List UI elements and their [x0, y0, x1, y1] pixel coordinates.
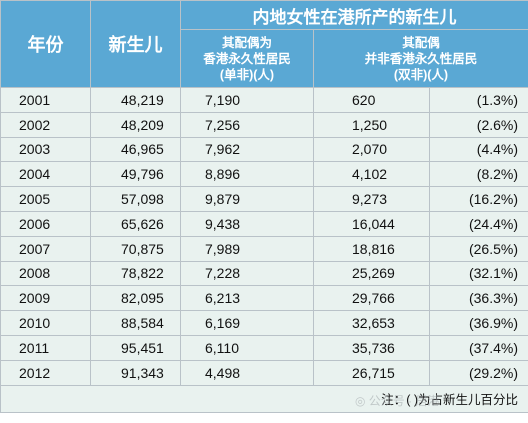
double-non-percent-cell: (4.4%): [428, 136, 528, 163]
table-body: 2001 48,219 7,190 620 (1.3%) 2002 48,209 7,256 1…: [0, 87, 528, 386]
births-table: 年份 新生儿 内地女性在港所产的新生儿 其配偶为 香港永久性居民 (单非)(人)…: [0, 0, 528, 413]
double-non-percent-cell: (16.2%): [428, 186, 528, 212]
single-non-births-cell: 7,190: [180, 87, 314, 113]
total-births-cell: 70,875: [90, 235, 181, 262]
total-births-cell: 48,209: [90, 111, 181, 138]
double-non-births-cell: 16,044: [313, 210, 430, 237]
table-row: 2003 46,965 7,962 2,070 (4.4%): [0, 136, 528, 163]
single-non-header-line: 其配偶为: [221, 35, 272, 50]
single-non-births-cell: 9,438: [180, 210, 314, 237]
table-row: 2011 95,451 6,110 35,736 (37.4%): [0, 334, 528, 361]
total-births-cell: 65,626: [90, 210, 181, 237]
double-non-header-line: 并非香港永久性居民: [364, 51, 478, 66]
double-non-births-cell: 25,269: [313, 260, 430, 287]
table-row: 2009 82,095 6,213 29,766 (36.3%): [0, 285, 528, 312]
double-non-births-cell: 620: [313, 87, 430, 113]
double-non-percent-cell: (2.6%): [428, 111, 528, 138]
table-row: 2007 70,875 7,989 18,816 (26.5%): [0, 235, 528, 262]
single-non-births-cell: 6,110: [180, 334, 314, 361]
double-non-percent-cell: (26.5%): [428, 235, 528, 262]
single-non-births-cell: 7,228: [180, 260, 314, 287]
table-note: 注：( )为占新生儿百分比: [0, 384, 528, 413]
single-non-births-cell: 6,169: [180, 310, 314, 336]
double-non-percent-cell: (8.2%): [428, 161, 528, 188]
table-row: 2012 91,343 4,498 26,715 (29.2%): [0, 359, 528, 386]
double-non-header-line: (双非)(人): [393, 67, 449, 82]
births-header: 新生儿: [90, 0, 181, 88]
double-non-births-cell: 1,250: [313, 111, 430, 138]
double-non-percent-cell: (29.2%): [428, 359, 528, 386]
table-row: 2005 57,098 9,879 9,273 (16.2%): [0, 186, 528, 212]
year-cell: 2004: [0, 161, 91, 188]
year-cell: 2003: [0, 136, 91, 163]
double-non-percent-cell: (37.4%): [428, 334, 528, 361]
table-row: 2008 78,822 7,228 25,269 (32.1%): [0, 260, 528, 287]
double-non-births-cell: 35,736: [313, 334, 430, 361]
double-non-births-cell: 26,715: [313, 359, 430, 386]
double-non-births-cell: 18,816: [313, 235, 430, 262]
single-non-births-cell: 7,989: [180, 235, 314, 262]
single-non-births-cell: 7,256: [180, 111, 314, 138]
year-cell: 2008: [0, 260, 91, 287]
total-births-cell: 82,095: [90, 285, 181, 312]
double-non-header: 其配偶 并非香港永久性居民 (双非)(人): [312, 29, 528, 88]
single-non-births-cell: 9,879: [180, 186, 314, 212]
single-non-header: 其配偶为 香港永久性居民 (单非)(人): [180, 29, 314, 88]
total-births-cell: 78,822: [90, 260, 181, 287]
year-cell: 2011: [0, 334, 91, 361]
single-non-births-cell: 7,962: [180, 136, 314, 163]
double-non-percent-cell: (36.3%): [428, 285, 528, 312]
total-births-cell: 88,584: [90, 310, 181, 336]
year-cell: 2006: [0, 210, 91, 237]
table-row: 2001 48,219 7,190 620 (1.3%): [0, 87, 528, 113]
year-cell: 2001: [0, 87, 91, 113]
group-title-header: 内地女性在港所产的新生儿: [179, 0, 528, 30]
double-non-percent-cell: (32.1%): [428, 260, 528, 287]
total-births-cell: 49,796: [90, 161, 181, 188]
single-non-births-cell: 4,498: [180, 359, 314, 386]
year-cell: 2012: [0, 359, 91, 386]
double-non-percent-cell: (36.9%): [428, 310, 528, 336]
total-births-cell: 46,965: [90, 136, 181, 163]
double-non-percent-cell: (1.3%): [428, 87, 528, 113]
year-header: 年份: [0, 0, 91, 88]
double-non-header-line: 其配偶: [402, 35, 440, 50]
year-cell: 2005: [0, 186, 91, 212]
table-row: 2002 48,209 7,256 1,250 (2.6%): [0, 111, 528, 138]
year-cell: 2007: [0, 235, 91, 262]
double-non-births-cell: 29,766: [313, 285, 430, 312]
double-non-births-cell: 9,273: [313, 186, 430, 212]
total-births-cell: 95,451: [90, 334, 181, 361]
total-births-cell: 48,219: [90, 87, 181, 113]
single-non-header-line: (单非)(人): [219, 67, 275, 82]
double-non-percent-cell: (24.4%): [428, 210, 528, 237]
single-non-births-cell: 6,213: [180, 285, 314, 312]
total-births-cell: 57,098: [90, 186, 181, 212]
total-births-cell: 91,343: [90, 359, 181, 386]
table-row: 2010 88,584 6,169 32,653 (36.9%): [0, 310, 528, 336]
year-cell: 2002: [0, 111, 91, 138]
double-non-births-cell: 2,070: [313, 136, 430, 163]
year-cell: 2010: [0, 310, 91, 336]
table-row: 2006 65,626 9,438 16,044 (24.4%): [0, 210, 528, 237]
single-non-header-line: 香港永久性居民: [203, 51, 291, 66]
double-non-births-cell: 4,102: [313, 161, 430, 188]
single-non-births-cell: 8,896: [180, 161, 314, 188]
table-row: 2004 49,796 8,896 4,102 (8.2%): [0, 161, 528, 188]
double-non-births-cell: 32,653: [313, 310, 430, 336]
year-cell: 2009: [0, 285, 91, 312]
